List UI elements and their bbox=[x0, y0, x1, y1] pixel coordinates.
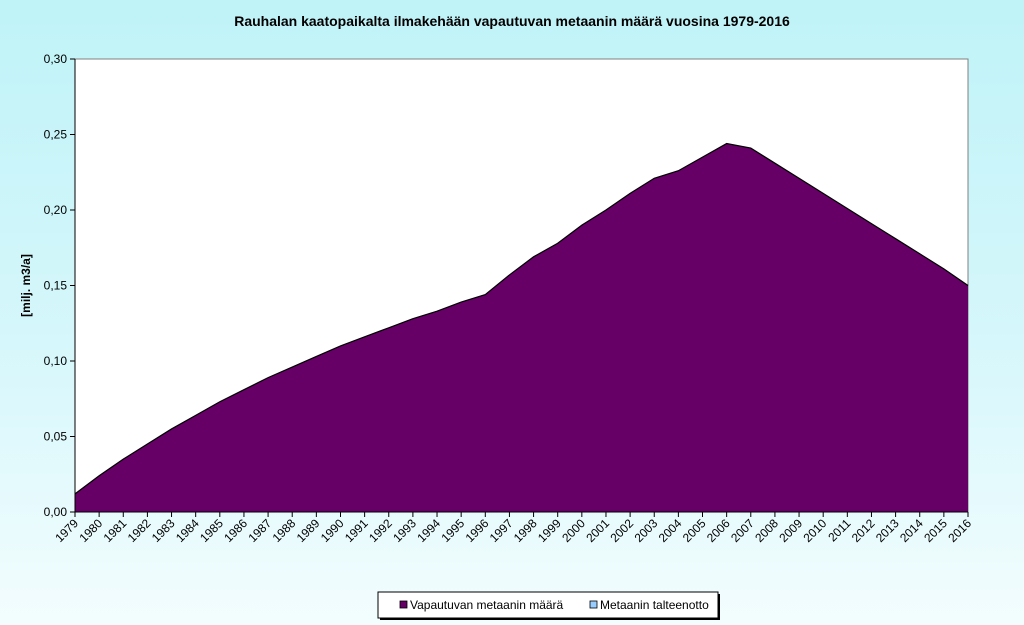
y-tick-label: 0,30 bbox=[44, 52, 68, 66]
x-tick-label: 1980 bbox=[76, 516, 105, 545]
x-tick-label: 1991 bbox=[342, 516, 371, 545]
x-tick-label: 2007 bbox=[728, 516, 757, 545]
y-tick-label: 0,10 bbox=[44, 354, 68, 368]
x-tick-label: 2006 bbox=[704, 516, 733, 545]
x-tick-label: 1979 bbox=[52, 516, 81, 545]
legend-label-1: Vapautuvan metaanin määrä bbox=[410, 598, 564, 612]
x-tick-label: 1992 bbox=[366, 516, 395, 545]
x-tick-label: 1987 bbox=[245, 516, 274, 545]
x-tick-label: 2009 bbox=[776, 516, 805, 545]
x-tick-label: 1994 bbox=[414, 516, 443, 545]
x-tick-label: 1984 bbox=[173, 516, 202, 545]
x-tick-label: 1990 bbox=[318, 516, 347, 545]
x-tick-label: 2015 bbox=[921, 516, 950, 545]
area-layer bbox=[74, 142, 969, 512]
x-tick-label: 1982 bbox=[125, 516, 154, 545]
x-tick-label: 1988 bbox=[270, 516, 299, 545]
x-axis: 1979198019811982198319841985198619871988… bbox=[52, 511, 974, 545]
x-tick-label: 2016 bbox=[945, 516, 974, 545]
legend-box bbox=[377, 591, 719, 619]
x-tick-label: 2011 bbox=[825, 516, 853, 544]
x-tick-label: 2010 bbox=[801, 516, 830, 545]
x-tick-label: 2000 bbox=[559, 516, 588, 545]
y-axis-label: [milj. m3/a] bbox=[19, 254, 33, 317]
x-tick-label: 1993 bbox=[390, 516, 419, 545]
x-tick-label: 2002 bbox=[607, 516, 636, 545]
y-tick-label: 0,05 bbox=[44, 430, 68, 444]
x-tick-label: 1981 bbox=[101, 516, 130, 545]
x-tick-label: 2013 bbox=[873, 516, 902, 545]
x-tick-label: 1998 bbox=[511, 516, 540, 545]
area-series-methane bbox=[75, 143, 968, 512]
x-tick-label: 1989 bbox=[294, 516, 323, 545]
y-axis: 0,00 0,05 0,10 0,15 0,20 0,25 0,30 bbox=[44, 52, 76, 519]
x-tick-label: 2005 bbox=[680, 516, 709, 545]
legend-swatch-1 bbox=[399, 600, 408, 609]
x-tick-label: 1983 bbox=[149, 516, 178, 545]
x-tick-label: 1996 bbox=[463, 516, 492, 545]
y-tick-label: 0,25 bbox=[44, 128, 68, 142]
x-tick-label: 2003 bbox=[632, 516, 661, 545]
x-tick-label: 2012 bbox=[849, 516, 878, 545]
x-tick-label: 1997 bbox=[487, 516, 516, 545]
area-series-outline bbox=[74, 142, 969, 495]
y-tick-label: 0,15 bbox=[44, 279, 68, 293]
y-tick-label: 0,20 bbox=[44, 203, 68, 217]
y-tick-label: 0,00 bbox=[44, 505, 68, 519]
x-tick-label: 1999 bbox=[535, 516, 564, 545]
x-tick-label: 2001 bbox=[583, 516, 612, 545]
legend-swatch-2 bbox=[589, 600, 598, 609]
chart-title: Rauhalan kaatopaikalta ilmakehään vapaut… bbox=[234, 13, 790, 29]
legend-label-2: Metaanin talteenotto bbox=[600, 598, 709, 612]
x-tick-label: 1985 bbox=[197, 516, 226, 545]
x-tick-label: 1986 bbox=[221, 516, 250, 545]
x-tick-label: 1995 bbox=[439, 516, 468, 545]
x-tick-label: 2014 bbox=[897, 516, 926, 545]
legend: Vapautuvan metaanin määrä Metaanin taltee… bbox=[377, 591, 720, 620]
x-tick-label: 2004 bbox=[656, 516, 685, 545]
x-tick-label: 2008 bbox=[752, 516, 781, 545]
